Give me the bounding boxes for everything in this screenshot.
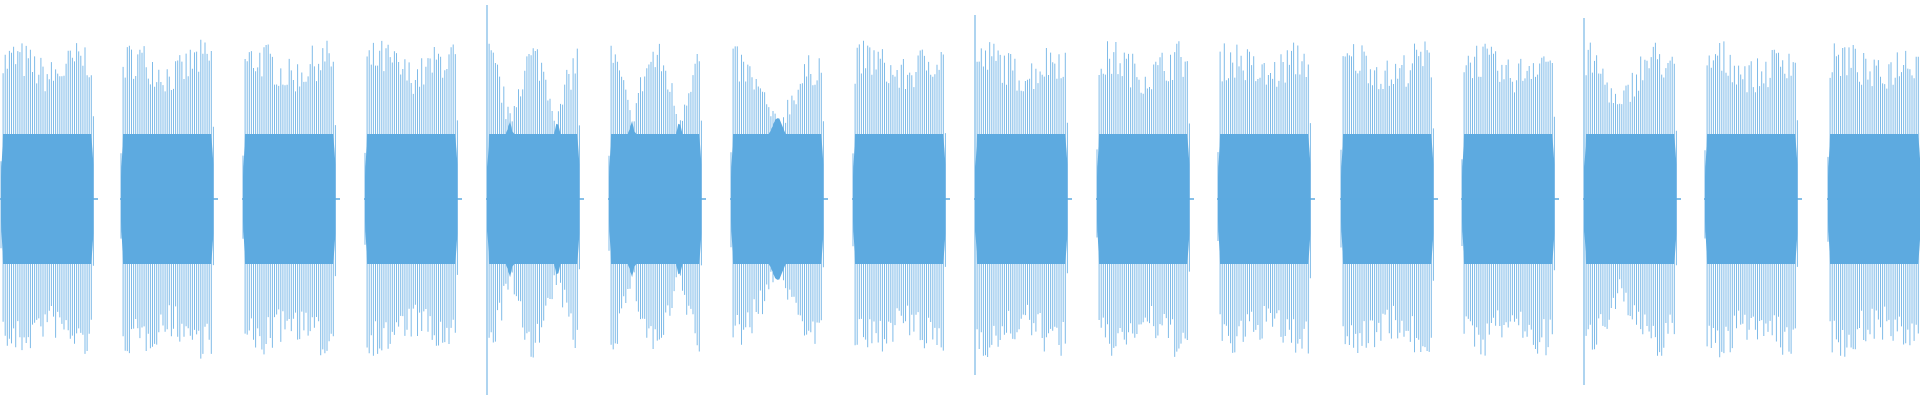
waveform-view xyxy=(0,5,1920,395)
page: (() => { JSON.parse(document.getElementB… xyxy=(0,5,1920,395)
